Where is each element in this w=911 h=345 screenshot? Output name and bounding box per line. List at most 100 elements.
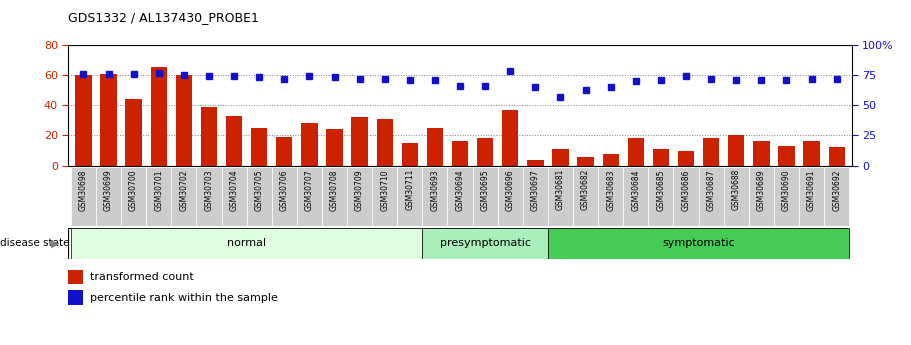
Bar xyxy=(599,167,623,226)
Bar xyxy=(402,143,418,166)
Bar xyxy=(473,167,497,226)
Text: GSM30698: GSM30698 xyxy=(79,169,87,210)
Bar xyxy=(548,167,573,226)
Text: GSM30707: GSM30707 xyxy=(305,169,314,211)
Text: disease state: disease state xyxy=(0,238,69,248)
Text: GSM30700: GSM30700 xyxy=(129,169,138,211)
Bar xyxy=(573,167,599,226)
Text: GSM30683: GSM30683 xyxy=(606,169,615,210)
Text: GSM30692: GSM30692 xyxy=(833,169,841,210)
Text: GSM30686: GSM30686 xyxy=(681,169,691,210)
Bar xyxy=(423,228,548,259)
Bar xyxy=(552,149,568,166)
Bar xyxy=(96,167,121,226)
Bar xyxy=(452,141,468,166)
Text: GSM30687: GSM30687 xyxy=(707,169,716,210)
Bar xyxy=(150,68,167,166)
Bar xyxy=(497,167,523,226)
Bar xyxy=(753,141,770,166)
Bar xyxy=(247,167,271,226)
Bar xyxy=(778,146,794,166)
Bar xyxy=(71,228,423,259)
Bar xyxy=(226,116,242,166)
Bar xyxy=(628,138,644,166)
Bar xyxy=(699,167,723,226)
Text: GSM30690: GSM30690 xyxy=(782,169,791,211)
Text: GSM30708: GSM30708 xyxy=(330,169,339,210)
Bar xyxy=(251,128,267,166)
Bar xyxy=(326,129,343,166)
Bar xyxy=(200,107,217,166)
Bar xyxy=(100,73,117,166)
Bar xyxy=(68,270,83,284)
Text: GSM30705: GSM30705 xyxy=(255,169,263,211)
Bar xyxy=(548,228,849,259)
Bar xyxy=(347,167,373,226)
Bar xyxy=(297,167,322,226)
Bar xyxy=(126,99,142,166)
Bar xyxy=(824,167,849,226)
Bar xyxy=(376,119,393,166)
Text: GSM30695: GSM30695 xyxy=(481,169,490,211)
Text: GSM30682: GSM30682 xyxy=(581,169,590,210)
Text: symptomatic: symptomatic xyxy=(662,238,735,248)
Bar xyxy=(829,148,844,166)
Bar xyxy=(774,167,799,226)
Bar xyxy=(723,167,749,226)
Text: GSM30694: GSM30694 xyxy=(456,169,465,211)
Bar xyxy=(602,154,619,166)
Text: GSM30710: GSM30710 xyxy=(380,169,389,210)
Text: GSM30697: GSM30697 xyxy=(531,169,540,211)
Bar xyxy=(171,167,197,226)
Bar xyxy=(447,167,473,226)
Text: GSM30685: GSM30685 xyxy=(657,169,665,210)
Bar xyxy=(653,149,669,166)
Bar xyxy=(678,150,694,166)
Bar xyxy=(703,138,720,166)
Text: GSM30689: GSM30689 xyxy=(757,169,766,210)
Bar xyxy=(749,167,774,226)
Text: GSM30691: GSM30691 xyxy=(807,169,816,210)
Text: normal: normal xyxy=(227,238,266,248)
Bar xyxy=(302,124,318,166)
Bar xyxy=(804,141,820,166)
Bar xyxy=(426,128,443,166)
Bar xyxy=(423,167,447,226)
Bar xyxy=(527,159,544,166)
Bar xyxy=(649,167,673,226)
Bar xyxy=(477,138,494,166)
Bar xyxy=(221,167,247,226)
Bar xyxy=(673,167,699,226)
Bar xyxy=(276,137,292,166)
Text: GSM30701: GSM30701 xyxy=(154,169,163,210)
Text: presymptomatic: presymptomatic xyxy=(440,238,531,248)
Text: GSM30706: GSM30706 xyxy=(280,169,289,211)
Bar xyxy=(68,290,83,305)
Text: GSM30699: GSM30699 xyxy=(104,169,113,211)
Bar xyxy=(322,167,347,226)
Text: GSM30681: GSM30681 xyxy=(556,169,565,210)
Text: GSM30688: GSM30688 xyxy=(732,169,741,210)
Text: GSM30696: GSM30696 xyxy=(506,169,515,211)
Bar xyxy=(623,167,649,226)
Text: percentile rank within the sample: percentile rank within the sample xyxy=(90,293,278,303)
Text: GSM30693: GSM30693 xyxy=(430,169,439,211)
Bar xyxy=(146,167,171,226)
Bar xyxy=(271,167,297,226)
Bar xyxy=(578,157,594,166)
Bar xyxy=(728,135,744,166)
Bar xyxy=(76,75,91,166)
Bar xyxy=(352,117,368,166)
Text: transformed count: transformed count xyxy=(90,272,194,282)
Bar xyxy=(502,110,518,166)
Bar xyxy=(799,167,824,226)
Text: GSM30711: GSM30711 xyxy=(405,169,415,210)
Text: GDS1332 / AL137430_PROBE1: GDS1332 / AL137430_PROBE1 xyxy=(68,11,260,24)
Bar xyxy=(176,75,192,166)
Text: GSM30704: GSM30704 xyxy=(230,169,239,211)
Text: GSM30709: GSM30709 xyxy=(355,169,364,211)
Text: GSM30703: GSM30703 xyxy=(204,169,213,211)
Bar xyxy=(397,167,423,226)
Text: GSM30684: GSM30684 xyxy=(631,169,640,210)
Text: ▶: ▶ xyxy=(51,238,59,248)
